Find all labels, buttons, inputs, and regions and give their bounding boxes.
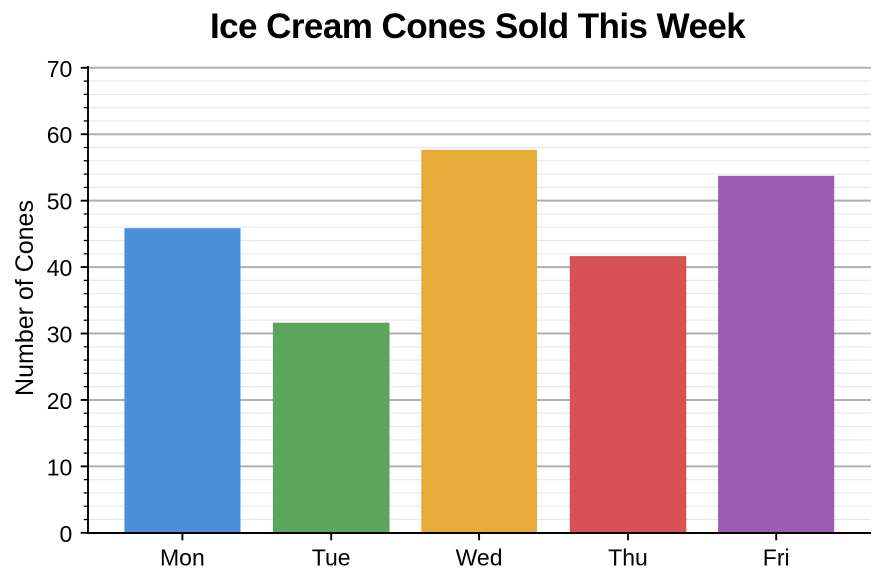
- svg-text:Tue: Tue: [312, 545, 351, 571]
- svg-text:10: 10: [47, 454, 73, 480]
- svg-text:20: 20: [47, 388, 73, 414]
- svg-text:Mon: Mon: [160, 545, 205, 571]
- svg-text:Wed: Wed: [456, 545, 503, 571]
- svg-text:0: 0: [60, 521, 73, 547]
- svg-text:Number of Cones: Number of Cones: [11, 200, 39, 396]
- svg-text:40: 40: [47, 255, 73, 281]
- svg-text:Ice Cream Cones Sold This Week: Ice Cream Cones Sold This Week: [210, 7, 746, 46]
- svg-text:70: 70: [47, 56, 73, 82]
- svg-text:30: 30: [47, 322, 73, 348]
- svg-text:60: 60: [47, 122, 73, 148]
- svg-text:Thu: Thu: [608, 545, 648, 571]
- svg-text:50: 50: [47, 189, 73, 215]
- svg-text:Fri: Fri: [763, 545, 790, 571]
